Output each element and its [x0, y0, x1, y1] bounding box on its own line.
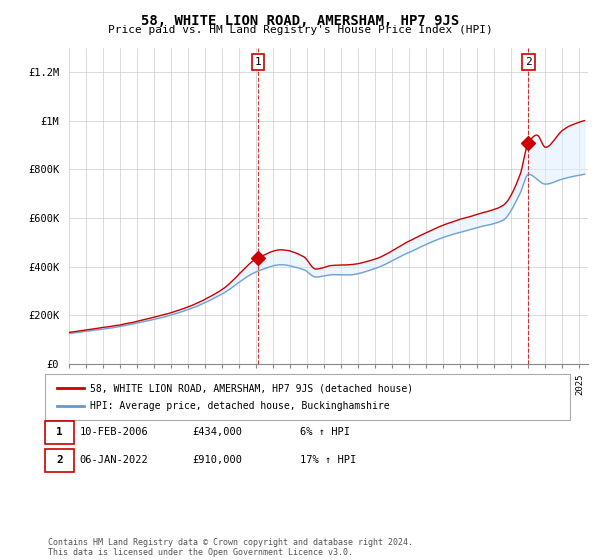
Text: 2: 2: [56, 455, 63, 465]
Text: Contains HM Land Registry data © Crown copyright and database right 2024.
This d: Contains HM Land Registry data © Crown c…: [48, 538, 413, 557]
Text: 1: 1: [56, 427, 63, 437]
Text: £910,000: £910,000: [192, 455, 242, 465]
Text: HPI: Average price, detached house, Buckinghamshire: HPI: Average price, detached house, Buck…: [90, 401, 389, 411]
Text: 17% ↑ HPI: 17% ↑ HPI: [300, 455, 356, 465]
Text: 1: 1: [254, 57, 261, 67]
Text: 06-JAN-2022: 06-JAN-2022: [80, 455, 149, 465]
Text: 6% ↑ HPI: 6% ↑ HPI: [300, 427, 350, 437]
Text: 2: 2: [525, 57, 532, 67]
Text: 10-FEB-2006: 10-FEB-2006: [80, 427, 149, 437]
Text: 58, WHITE LION ROAD, AMERSHAM, HP7 9JS: 58, WHITE LION ROAD, AMERSHAM, HP7 9JS: [141, 14, 459, 28]
Point: [524, 138, 533, 147]
Text: 58, WHITE LION ROAD, AMERSHAM, HP7 9JS (detached house): 58, WHITE LION ROAD, AMERSHAM, HP7 9JS (…: [90, 383, 413, 393]
Point: [253, 254, 263, 263]
Text: Price paid vs. HM Land Registry's House Price Index (HPI): Price paid vs. HM Land Registry's House …: [107, 25, 493, 35]
Text: £434,000: £434,000: [192, 427, 242, 437]
